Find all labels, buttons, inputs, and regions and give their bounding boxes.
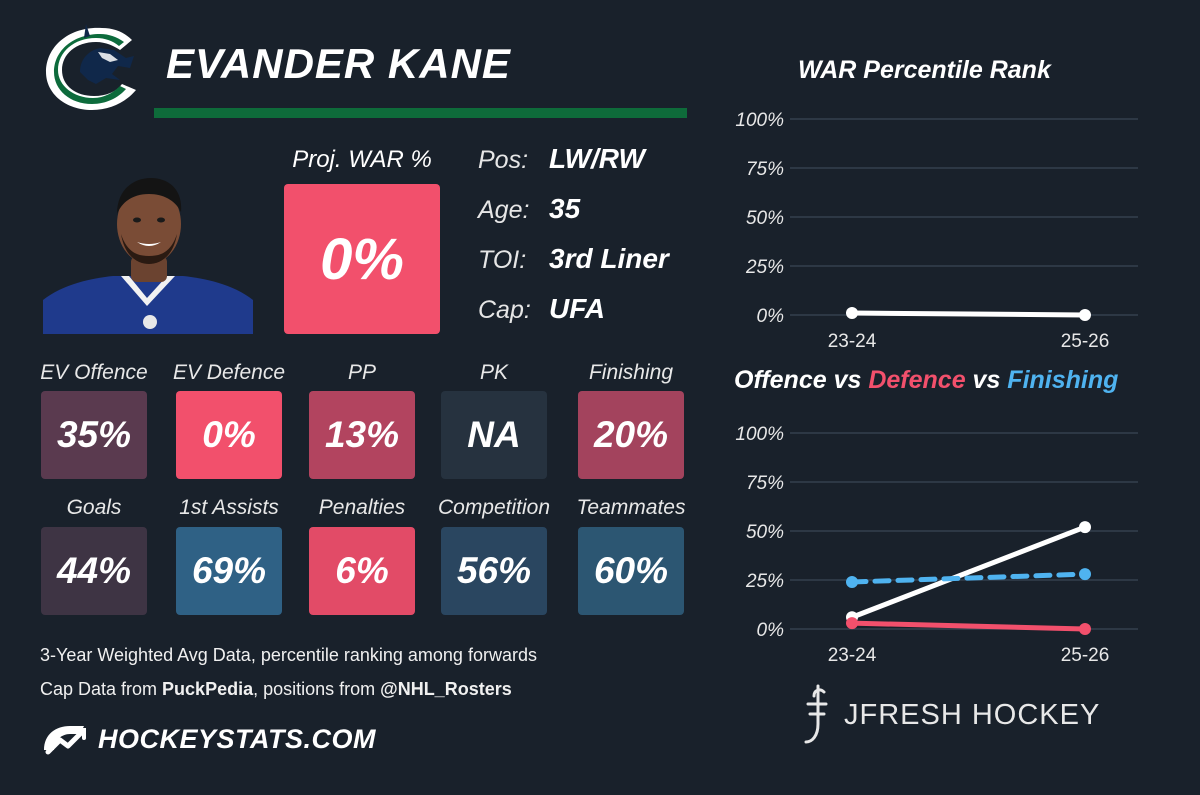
tile-penalties: 6% (309, 527, 415, 615)
chart2-series-point-1 (846, 617, 858, 630)
chart2-series-point-2 (1079, 568, 1091, 581)
chart1-y-tick: 0% (757, 306, 785, 327)
tile-teammates: 60% (578, 527, 684, 615)
chart1-title: WAR Percentile Rank (798, 56, 1051, 84)
chart2-title-offence: Offence vs (734, 366, 869, 394)
tile-label-1st-assists: 1st Assists (179, 496, 279, 519)
tile-label-goals: Goals (66, 496, 122, 519)
chart2-title-vs: vs (965, 366, 1008, 394)
tile-1st-assists: 69% (176, 527, 282, 615)
tile-goals: 44% (41, 527, 147, 615)
tile-pk: NA (441, 391, 547, 479)
tile-ev-offence: 35% (41, 391, 147, 479)
chart2-x-tick: 23-24 (828, 645, 877, 666)
chart2-y-tick: 100% (735, 424, 784, 445)
tile-label-finishing: Finishing (588, 361, 674, 384)
chart1-x-tick: 25-26 (1061, 331, 1110, 352)
tile-label-pk: PK (479, 361, 508, 384)
info-pos-key: Pos: (478, 146, 529, 174)
jfresh-icon (804, 684, 828, 744)
info-cap-key: Cap: (478, 296, 531, 324)
proj-war-value: 0% (284, 184, 440, 334)
chart1-y-tick: 75% (746, 159, 784, 180)
footnote-data: 3-Year Weighted Avg Data, percentile ran… (40, 645, 537, 665)
tile-finishing: 20% (578, 391, 684, 479)
player-name: EVANDER KANE (166, 40, 511, 87)
chart2-series-point-1 (1079, 623, 1091, 635)
info-age-value: 35 (549, 193, 581, 224)
tile-competition: 56% (441, 527, 547, 615)
info-cap-value: UFA (549, 293, 605, 324)
info-age-key: Age: (478, 196, 530, 224)
chart2-series-point-0 (1079, 521, 1091, 534)
hockeystats-icon (44, 726, 86, 755)
footnote-sources: Cap Data from PuckPedia, positions from … (40, 679, 512, 700)
tile-label-ev-offence: EV Offence (40, 361, 148, 384)
info-toi-key: TOI: (478, 246, 527, 274)
team-logo (40, 22, 146, 114)
chart2-series-point-2 (846, 575, 858, 588)
chart2-title: Offence vs Defence vs Finishing (734, 366, 1118, 395)
site-name: HOCKEYSTATS.COM (98, 723, 377, 754)
footnote-prefix: Cap Data from (40, 679, 163, 699)
tile-label-ev-defence: EV Defence (172, 361, 286, 384)
chart2-series-line-0 (849, 524, 1088, 620)
player-photo (43, 172, 253, 334)
site-logo: HOCKEYSTATS.COM (40, 720, 376, 758)
proj-war-label: Proj. WAR % (292, 146, 432, 173)
chart1-y-tick: 25% (745, 257, 784, 278)
chart2-y-tick: 25% (745, 571, 784, 592)
brand-name: JFRESH HOCKEY (844, 698, 1101, 731)
chart1-series-line-0 (849, 310, 1088, 318)
chart1-war-percentile: 0% 25% 50% 75% 100% 23-24 25-26 (735, 110, 1138, 352)
brand-logo: JFRESH HOCKEY (800, 684, 1100, 746)
tile-label-competition: Competition (437, 496, 551, 519)
tile-label-penalties: Penalties (318, 496, 406, 519)
chart2-title-finishing: Finishing (1007, 366, 1119, 394)
tile-label-teammates: Teammates (576, 496, 686, 519)
tile-ev-defence: 0% (176, 391, 282, 479)
info-toi-value: 3rd Liner (549, 243, 669, 274)
tile-pp: 13% (309, 391, 415, 479)
name-underline (154, 108, 687, 118)
chart2-x-tick: 25-26 (1061, 645, 1110, 666)
chart1-y-tick: 50% (746, 208, 784, 229)
chart2-series-line-2 (849, 571, 1088, 585)
chart2-offence-defence-finishing: 0% 25% 50% 75% 100% 23-24 25-26 (735, 424, 1138, 666)
chart1-y-tick: 100% (735, 110, 784, 131)
chart2-title-defence: Defence (868, 366, 966, 394)
chart1-series-point-0 (1079, 309, 1091, 321)
chart2-series-line-1 (849, 620, 1088, 632)
footnote-handle: @NHL_Rosters (380, 679, 512, 699)
footnote-mid: , positions from (253, 679, 381, 699)
tile-label-pp: PP (347, 361, 376, 384)
chart1-x-tick: 23-24 (828, 331, 877, 352)
chart1-series-point-0 (846, 307, 858, 320)
chart2-y-tick: 0% (757, 620, 785, 641)
chart2-y-tick: 75% (746, 473, 784, 494)
footnote-source-link: PuckPedia (162, 679, 254, 699)
info-pos-value: LW/RW (549, 143, 645, 174)
chart2-y-tick: 50% (746, 522, 784, 543)
